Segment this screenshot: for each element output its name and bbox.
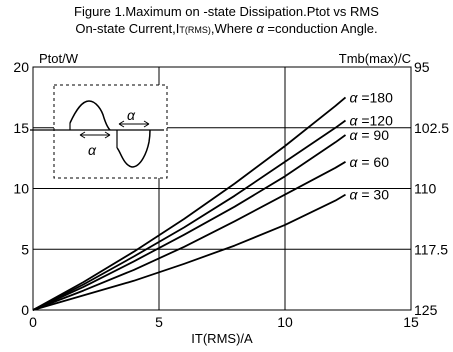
y2-tick-label: 125 [414, 302, 438, 318]
y-tick-label: 5 [21, 241, 29, 257]
y-tick-label: 20 [13, 59, 29, 75]
y2-tick-label: 117.5 [414, 241, 448, 257]
x-tick-label: 10 [277, 314, 293, 330]
x-tick-label: 5 [155, 314, 163, 330]
x-tick-labels: 0 5 10 15 [29, 314, 419, 330]
y2-tick-label: 95 [414, 59, 430, 75]
y2-axis-label: Tmb(max)/C [339, 51, 411, 66]
series-label-2: α = 90 [349, 127, 389, 143]
y-tick-label: 0 [21, 302, 29, 318]
y2-tick-label: 102.5 [414, 120, 449, 136]
inset-alpha-label-lower: α [88, 142, 97, 158]
y2-tick-labels: 125 117.5 110 102.5 95 [414, 59, 449, 318]
waveform-inset: α α [30, 85, 167, 178]
y2-tick-label: 110 [414, 181, 437, 197]
series-label-3: α = 60 [349, 154, 389, 170]
series-label-4: α = 30 [349, 187, 389, 203]
x-tick-label: 0 [29, 314, 37, 330]
x-axis-label: IT(RMS)/A [191, 331, 253, 346]
y-tick-label: 15 [13, 120, 29, 136]
y-tick-labels: 0 5 10 15 20 [13, 59, 29, 318]
y-axis-label: Ptot/W [39, 51, 79, 66]
y-tick-label: 10 [13, 181, 29, 197]
inset-alpha-label-upper: α [127, 107, 136, 123]
series-label-0: α =180 [349, 89, 393, 105]
